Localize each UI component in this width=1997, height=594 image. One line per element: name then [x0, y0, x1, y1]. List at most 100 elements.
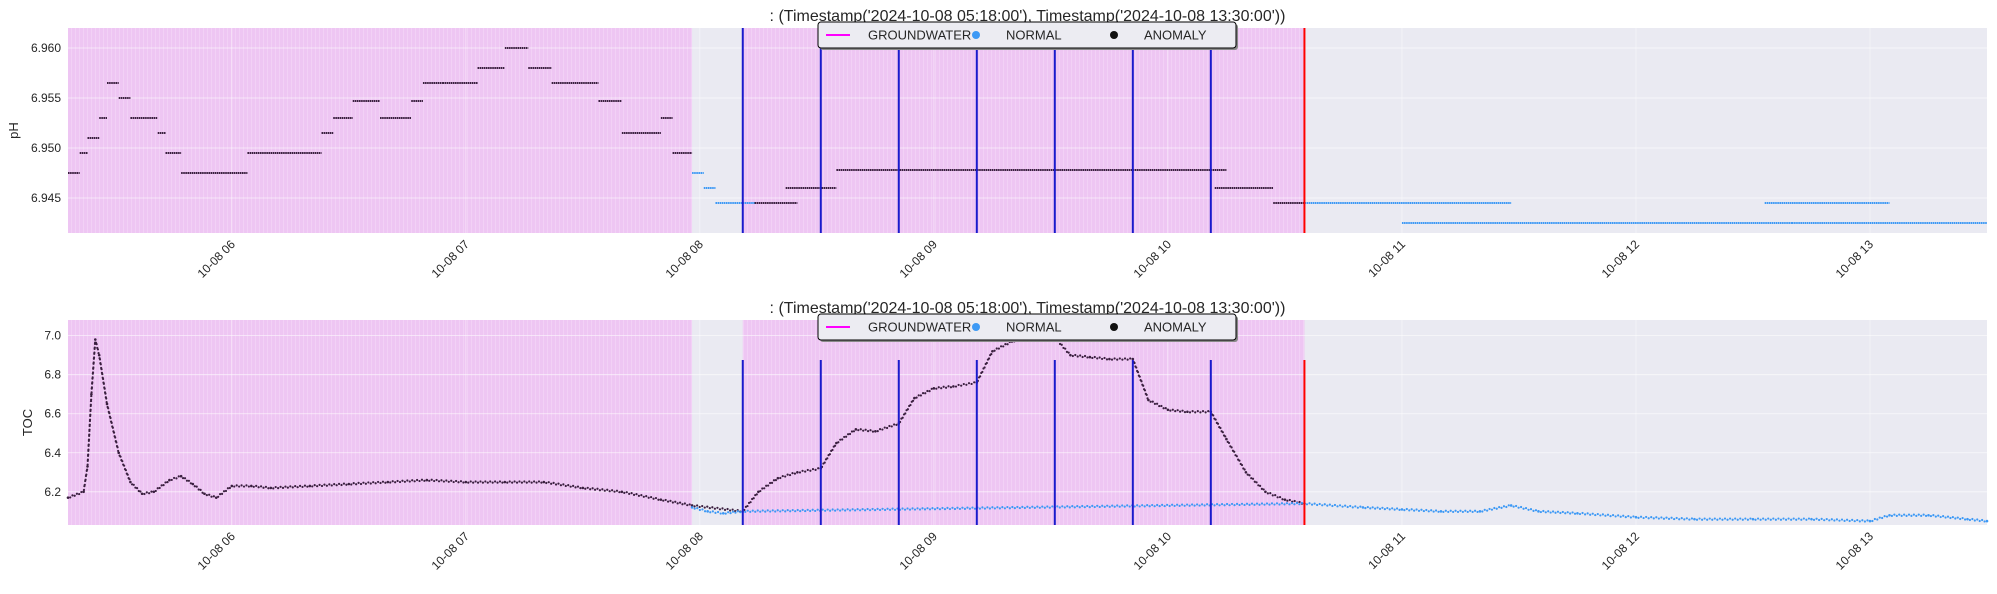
x-tick-label: 10-08 07	[429, 237, 473, 281]
data-point-normal	[1963, 518, 1967, 521]
data-point-normal	[1038, 506, 1041, 509]
data-point-anomaly	[1151, 400, 1154, 403]
data-point-anomaly	[1235, 455, 1238, 458]
data-point-anomaly	[701, 504, 704, 508]
data-point-normal	[1576, 511, 1579, 515]
data-point-normal	[731, 510, 735, 513]
data-point-normal	[1505, 505, 1508, 509]
data-point-normal	[1336, 505, 1339, 508]
data-point-anomaly	[86, 465, 89, 468]
data-point-normal	[1439, 510, 1443, 513]
data-point-anomaly	[88, 428, 91, 431]
data-point-normal	[1351, 506, 1354, 509]
data-point-anomaly	[476, 481, 480, 484]
data-point-anomaly	[481, 481, 485, 484]
data-point-normal	[1848, 519, 1851, 523]
data-point-anomaly	[442, 480, 446, 483]
data-point-anomaly	[921, 392, 925, 395]
x-tick-label: 10-08 11	[1365, 529, 1408, 572]
data-point-anomaly	[1219, 426, 1222, 430]
data-point-normal	[1711, 518, 1714, 521]
data-point-anomaly	[1196, 410, 1199, 413]
data-point-normal	[1866, 519, 1869, 522]
data-point-anomaly	[105, 397, 108, 400]
data-point-normal	[1198, 504, 1201, 507]
data-point-anomaly	[759, 489, 762, 493]
data-point-normal	[759, 510, 762, 513]
data-point-anomaly	[140, 492, 144, 496]
data-point-normal	[1954, 517, 1957, 520]
data-point-normal	[871, 507, 874, 511]
x-tick-label: 10-08 10	[1131, 237, 1175, 281]
data-point-anomaly	[87, 438, 91, 441]
data-point-normal	[774, 510, 777, 513]
data-point-anomaly	[226, 487, 230, 490]
data-point-anomaly	[90, 386, 94, 389]
data-point-normal	[868, 509, 872, 512]
data-point-anomaly	[681, 503, 684, 506]
data-point-anomaly	[618, 491, 621, 494]
data-point-anomaly	[637, 494, 641, 497]
data-point-anomaly	[615, 489, 619, 492]
data-point-anomaly	[333, 483, 336, 486]
data-point-normal	[1430, 509, 1433, 512]
data-point-normal	[1726, 518, 1729, 521]
data-point-anomaly	[676, 502, 679, 505]
data-point-anomaly	[137, 489, 140, 493]
data-point-anomaly	[1204, 411, 1207, 414]
data-point-anomaly	[1288, 498, 1291, 502]
x-tick-label: 10-08 10	[1131, 529, 1175, 573]
data-point-normal	[1976, 518, 1979, 521]
data-point-normal	[1795, 518, 1798, 521]
data-point-normal	[1043, 506, 1046, 509]
data-point-anomaly	[411, 479, 414, 482]
data-point-anomaly	[111, 426, 114, 429]
data-point-anomaly	[193, 485, 196, 488]
data-point-anomaly	[97, 352, 100, 355]
data-point-normal	[824, 509, 827, 512]
data-point-anomaly	[462, 481, 465, 484]
data-point-anomaly	[895, 423, 898, 426]
data-point-anomaly	[774, 479, 778, 482]
data-point-anomaly	[942, 385, 945, 388]
data-point-anomaly	[114, 436, 117, 439]
y-tick-label: 6.950	[31, 141, 61, 155]
data-point-anomaly	[469, 480, 472, 483]
data-point-anomaly	[316, 485, 319, 488]
data-point-normal	[921, 507, 924, 510]
data-point-anomaly	[117, 451, 121, 455]
x-tick-label: 10-08 08	[663, 529, 707, 573]
data-point-anomaly	[126, 473, 129, 476]
data-point-normal	[1476, 510, 1479, 514]
data-point-normal	[1001, 506, 1004, 509]
data-point-normal	[1650, 515, 1653, 519]
data-point-anomaly	[1142, 384, 1145, 387]
data-point-normal	[734, 511, 737, 514]
data-point-normal	[1061, 505, 1064, 508]
data-point-anomaly	[620, 490, 624, 494]
legend: GROUNDWATER NORMAL ANOMALY	[817, 21, 1238, 50]
data-point-anomaly	[340, 483, 343, 487]
data-point-anomaly	[325, 484, 328, 487]
data-point-anomaly	[238, 485, 241, 488]
data-point-normal	[1293, 503, 1296, 506]
data-point-normal	[721, 511, 725, 515]
data-point-normal	[1762, 517, 1765, 520]
data-point-normal	[1098, 505, 1101, 509]
data-point-anomaly	[437, 480, 441, 483]
data-point-anomaly	[530, 481, 533, 484]
data-point-normal	[913, 508, 917, 511]
data-point-anomaly	[130, 483, 134, 486]
data-point-normal	[1006, 505, 1009, 509]
data-point-anomaly	[257, 486, 260, 489]
data-point-anomaly	[1243, 468, 1246, 471]
data-point-normal	[1556, 510, 1560, 513]
data-point-anomaly	[606, 488, 609, 491]
data-point-normal	[1318, 502, 1321, 506]
data-point-normal	[1171, 503, 1174, 506]
data-point-anomaly	[154, 489, 157, 493]
data-point-anomaly	[406, 479, 409, 482]
data-point-anomaly	[852, 430, 856, 433]
data-point-normal	[690, 506, 694, 509]
data-point-anomaly	[883, 426, 886, 429]
